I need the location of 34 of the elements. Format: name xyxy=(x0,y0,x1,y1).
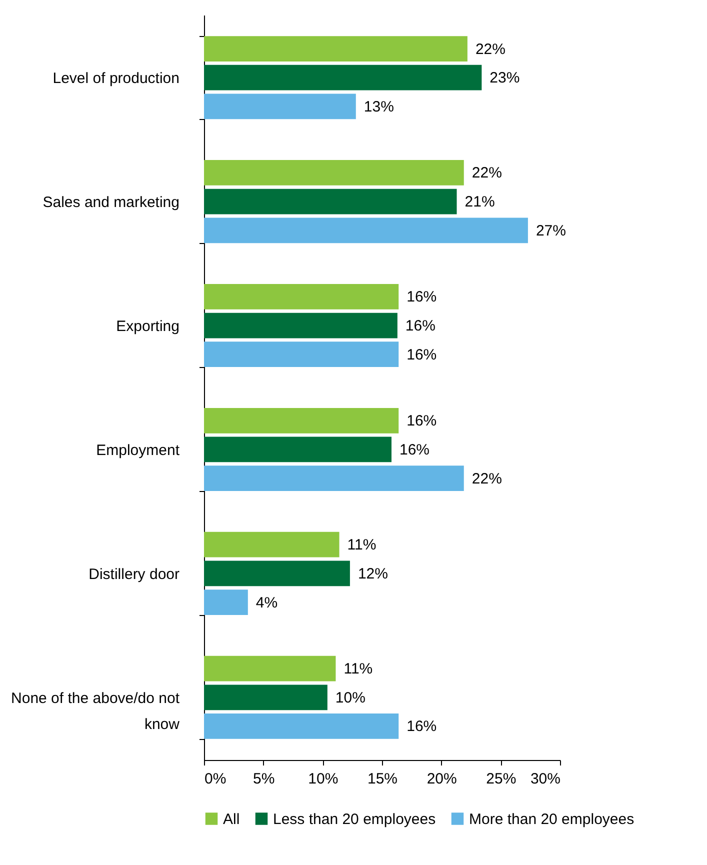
data-label: 22% xyxy=(475,40,506,58)
legend-label: More than 20 employees xyxy=(469,810,634,828)
data-label: 11% xyxy=(344,660,373,678)
data-label: 4% xyxy=(256,594,278,612)
data-label: 16% xyxy=(406,412,437,430)
y-tick-label: Level of production xyxy=(52,70,180,88)
data-label: 22% xyxy=(472,164,502,182)
y-tick-label: Exporting xyxy=(116,318,180,336)
y-tick-label: Distillery door xyxy=(88,566,180,583)
x-tick-label: 10% xyxy=(308,770,338,788)
x-tick-label: 5% xyxy=(252,770,275,788)
x-tick-label: 15% xyxy=(367,770,398,788)
data-label: 21% xyxy=(464,194,495,211)
data-label: 11% xyxy=(347,536,376,554)
data-label: 16% xyxy=(406,288,437,306)
legend-label: All xyxy=(223,810,240,828)
data-label: 10% xyxy=(335,689,366,706)
data-label: 23% xyxy=(490,70,520,87)
data-label: 13% xyxy=(364,98,394,116)
data-label: 12% xyxy=(358,565,388,582)
data-label: 16% xyxy=(405,318,436,335)
x-tick-label: 25% xyxy=(486,770,516,788)
data-label: 22% xyxy=(472,470,502,488)
x-tick-label: 30% xyxy=(530,770,560,788)
data-label: 27% xyxy=(536,222,566,240)
legend-label: Less than 20 employees xyxy=(273,810,436,828)
y-tick-label: Sales and marketing xyxy=(42,194,180,212)
data-label: 16% xyxy=(399,441,430,458)
data-label: 16% xyxy=(406,718,437,736)
data-label: 16% xyxy=(406,346,437,364)
x-tick-label: 20% xyxy=(426,770,457,788)
y-tick-label: None of the above/do not know xyxy=(11,690,180,733)
x-tick-label: 0% xyxy=(204,770,226,788)
y-tick-label: Employment xyxy=(96,442,180,459)
